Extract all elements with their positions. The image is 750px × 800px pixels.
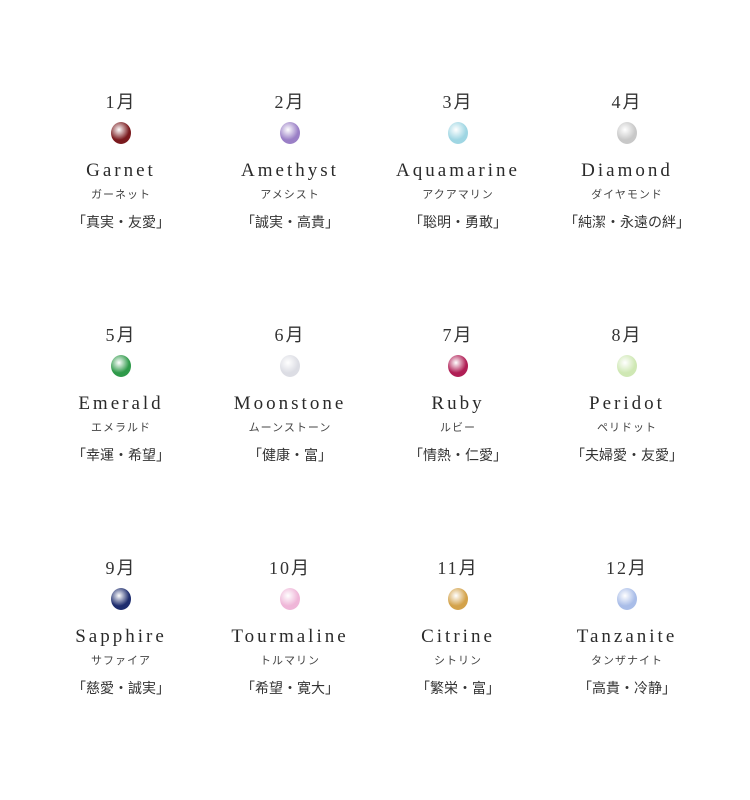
- stone-meaning: 「繁栄・富」: [416, 681, 500, 697]
- stone-name: Sapphire: [75, 626, 167, 647]
- gemstone-icon: [111, 355, 131, 377]
- stone-name-kana: サファイア: [91, 654, 151, 667]
- gemstone-icon: [448, 588, 468, 610]
- stone-name: Moonstone: [233, 393, 347, 414]
- stone-name-kana: ダイヤモンド: [591, 188, 663, 201]
- stone-name-kana: タンザナイト: [591, 654, 663, 667]
- month-label: 12月: [606, 558, 648, 578]
- stone-name: Peridot: [589, 393, 665, 414]
- stone-name-kana: トルマリン: [260, 654, 320, 667]
- month-label: 6月: [274, 325, 306, 345]
- gemstone-icon: [617, 588, 637, 610]
- month-label: 10月: [269, 558, 311, 578]
- stone-meaning: 「夫婦愛・友愛」: [571, 448, 683, 464]
- month-label: 1月: [105, 92, 137, 112]
- month-label: 9月: [105, 558, 137, 578]
- stone-name-kana: ムーンストーン: [248, 421, 332, 434]
- stone-meaning: 「幸運・希望」: [72, 448, 170, 464]
- stone-name: Aquamarine: [396, 160, 520, 181]
- stone-name-kana: シトリン: [434, 654, 482, 667]
- stone-name: Tourmaline: [231, 626, 349, 647]
- stone-name: Emerald: [78, 393, 164, 414]
- stone-meaning: 「高貴・冷静」: [578, 681, 676, 697]
- stone-name-kana: アクアマリン: [422, 188, 494, 201]
- stone-meaning: 「誠実・高貴」: [241, 215, 339, 231]
- stone-meaning: 「慈愛・誠実」: [72, 681, 170, 697]
- stone-meaning: 「純潔・永遠の絆」: [564, 215, 690, 231]
- gemstone-icon: [111, 588, 131, 610]
- gemstone-icon: [280, 588, 300, 610]
- stone-meaning: 「聡明・勇敢」: [409, 215, 507, 231]
- gemstone-icon: [280, 355, 300, 377]
- gemstone-icon: [280, 122, 300, 144]
- stone-name: Ruby: [431, 393, 485, 414]
- month-label: 2月: [274, 92, 306, 112]
- stone-name-kana: アメシスト: [260, 188, 320, 201]
- month-label: 3月: [442, 92, 474, 112]
- stone-name: Diamond: [581, 160, 673, 181]
- month-label: 5月: [105, 325, 137, 345]
- stone-name: Citrine: [421, 626, 495, 647]
- gemstone-icon: [617, 122, 637, 144]
- stone-name: Amethyst: [241, 160, 339, 181]
- month-label: 7月: [442, 325, 474, 345]
- stone-name-kana: ルビー: [440, 421, 476, 434]
- gemstone-icon: [448, 122, 468, 144]
- gemstone-icon: [111, 122, 131, 144]
- month-label: 4月: [611, 92, 643, 112]
- stone-name-kana: ペリドット: [597, 421, 657, 434]
- stone-name-kana: エメラルド: [91, 421, 151, 434]
- gemstone-icon: [448, 355, 468, 377]
- month-label: 8月: [611, 325, 643, 345]
- month-label: 11月: [437, 558, 479, 578]
- stone-name: Garnet: [86, 160, 156, 181]
- stone-meaning: 「情熱・仁愛」: [409, 448, 507, 464]
- gemstone-icon: [617, 355, 637, 377]
- stone-meaning: 「健康・富」: [248, 448, 332, 464]
- stone-name-kana: ガーネット: [91, 188, 151, 201]
- stone-meaning: 「真実・友愛」: [72, 215, 170, 231]
- stone-meaning: 「希望・寛大」: [241, 681, 339, 697]
- stone-name: Tanzanite: [576, 626, 678, 647]
